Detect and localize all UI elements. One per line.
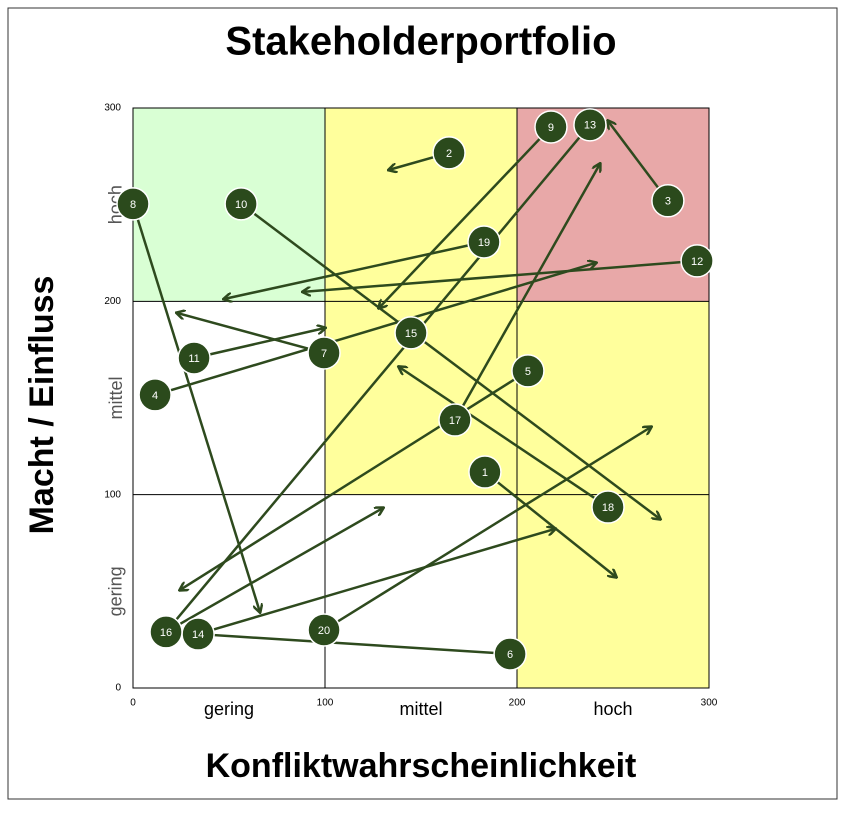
arrow [154,263,596,397]
y-tick-label: 300 [104,103,121,114]
y-axis-title: Macht / Einfluss [23,276,61,535]
x-tick-label: 200 [509,698,526,709]
stakeholder: 18 [591,490,625,524]
stakeholder: 6 [493,637,527,671]
stakeholder-label: 16 [160,627,172,639]
stakeholder-label: 19 [478,237,490,249]
stakeholder-dot [116,187,150,221]
stakeholder: 15 [394,316,428,350]
stakeholder: 7 [307,336,341,370]
arrow [193,328,325,360]
stakeholder-dot [651,184,685,218]
chart-title: Stakeholderportfolio [225,20,616,64]
zone [517,494,709,688]
frame [7,7,838,800]
stakeholder-label: 11 [188,353,199,365]
stakeholder-label: 3 [665,196,671,208]
y-tick-label: 0 [115,683,121,694]
y-tick-label: 200 [104,296,121,307]
arrow [399,367,609,509]
stakeholder-label: 2 [446,148,452,160]
arrow [224,240,485,299]
stakeholder: 11 [177,341,211,375]
stakeholder: 5 [511,354,545,388]
arrow [323,427,651,632]
stakeholder-dot [468,455,502,489]
zone [133,494,325,688]
y-category-label: gering [106,566,126,616]
stakeholder: 3 [651,184,685,218]
stakeholder-label: 5 [525,366,531,378]
stakeholder-dot [307,613,341,647]
stakeholder: 4 [138,378,172,412]
arrow [177,313,325,355]
stakeholder-dot [307,336,341,370]
stakeholder-label: 17 [449,415,461,427]
stakeholder: 2 [432,136,466,170]
stakeholder-label: 12 [691,256,703,268]
stakeholder: 19 [467,225,501,259]
stakeholder: 17 [438,403,472,437]
stakeholder-dot [680,244,714,278]
x-category-label: gering [204,699,254,719]
stakeholder-label: 18 [602,502,614,514]
x-tick-label: 100 [317,698,334,709]
stakeholder: 9 [534,110,568,144]
stakeholder-dot [591,490,625,524]
stakeholder-dot [511,354,545,388]
stakeholder: 14 [181,617,215,651]
zone [517,301,709,495]
zone [325,494,517,688]
arrow [484,471,616,577]
stakeholder: 8 [116,187,150,221]
stakeholder-dot [573,108,607,142]
stakeholder-label: 8 [130,199,136,211]
arrow [166,124,591,632]
stakeholder-dot [432,136,466,170]
stakeholder: 16 [149,615,183,649]
zone [325,108,517,302]
stakeholder-dot [177,341,211,375]
arrow [303,259,698,292]
stakeholder-dot [438,403,472,437]
arrow [198,634,511,656]
stakeholder: 12 [680,244,714,278]
stakeholder-label: 6 [507,649,513,661]
x-tick-label: 0 [130,698,136,709]
arrow [240,202,660,519]
stakeholder: 20 [307,613,341,647]
stakeholder-label: 9 [548,122,554,134]
stakeholder: 13 [573,108,607,142]
stakeholder-label: 13 [584,120,596,132]
stakeholder-dot [224,187,258,221]
stakeholder-dot [394,316,428,350]
y-category-label: mittel [106,376,126,419]
x-category-label: hoch [593,699,632,719]
stakeholder-dot [493,637,527,671]
stakeholder-label: 1 [482,467,488,479]
stakeholder-dot [534,110,568,144]
stakeholder-label: 15 [405,328,417,340]
stakeholder-dot [149,615,183,649]
arrow [379,126,552,308]
arrow [165,508,383,634]
x-category-label: mittel [399,699,442,719]
arrow [180,369,529,590]
stakeholder-label: 4 [152,390,158,402]
x-tick-label: 300 [701,698,718,709]
arrow [197,529,555,636]
y-tick-label: 100 [104,489,121,500]
stakeholder: 1 [468,455,502,489]
stakeholder-label: 14 [192,629,204,641]
arrow [453,164,600,421]
stakeholder: 10 [224,187,258,221]
stakeholder-dot [467,225,501,259]
x-axis-title: Konfliktwahrscheinlichkeit [206,747,637,785]
stakeholder-label: 10 [235,199,247,211]
stakeholder-dot [138,378,172,412]
stakeholder-label: 20 [318,625,330,637]
stakeholder-label: 7 [321,348,327,360]
